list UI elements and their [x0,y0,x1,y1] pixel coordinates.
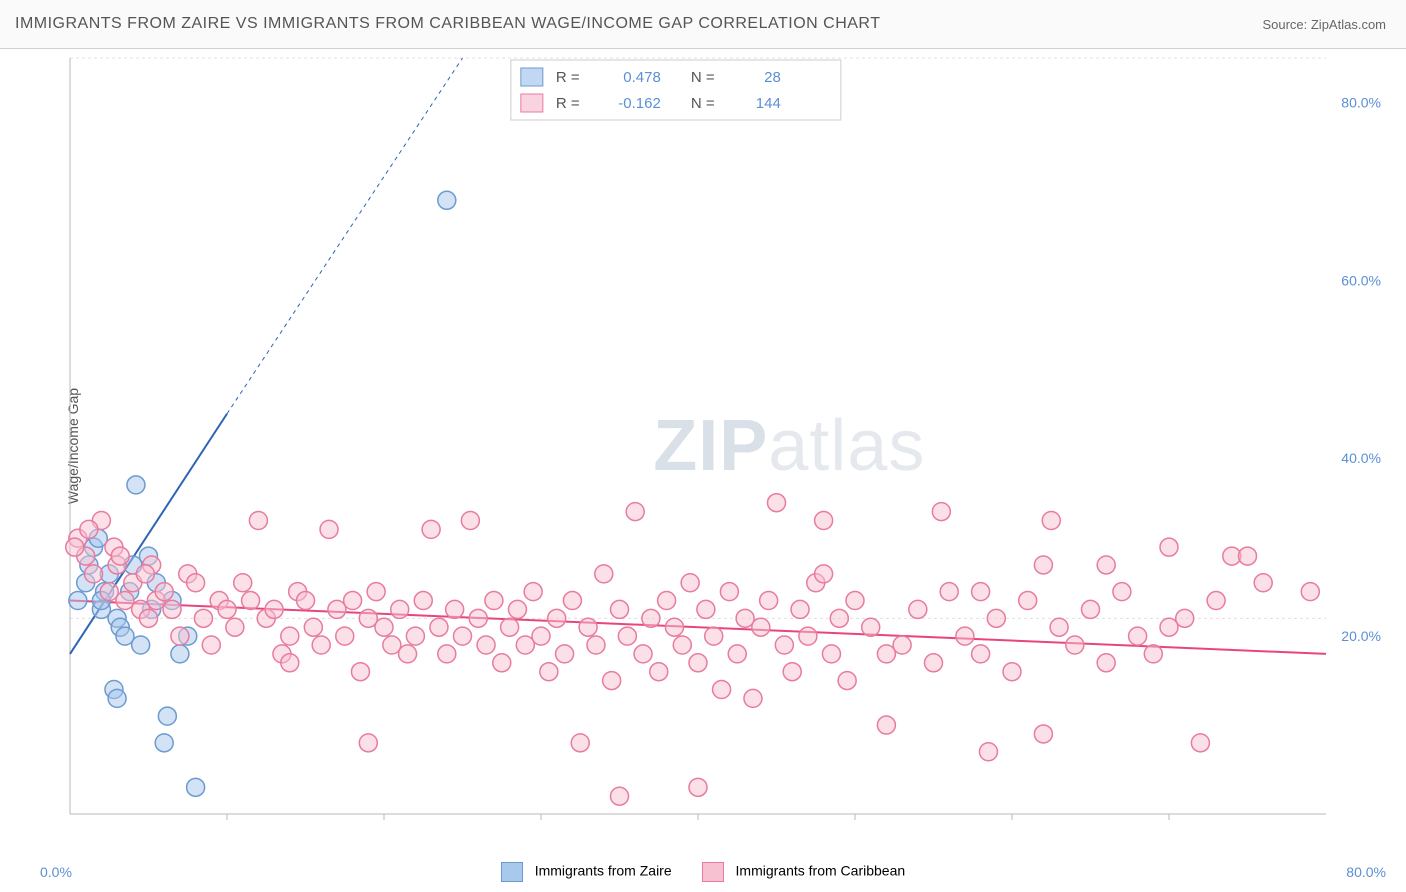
legend-item-zaire: Immigrants from Zaire [501,862,672,882]
svg-text:R =: R = [556,95,580,112]
chart-title: IMMIGRANTS FROM ZAIRE VS IMMIGRANTS FROM… [15,15,880,33]
svg-text:N =: N = [691,95,715,112]
swatch-caribbean [702,862,724,882]
swatch-zaire [501,862,523,882]
svg-text:40.0%: 40.0% [1341,450,1381,466]
svg-text:R =: R = [556,69,580,86]
legend-item-caribbean: Immigrants from Caribbean [702,862,906,882]
svg-text:-0.162: -0.162 [618,95,661,112]
svg-text:60.0%: 60.0% [1341,272,1381,288]
svg-text:0.478: 0.478 [623,69,661,86]
scatter-svg: 20.0% 40.0% 60.0% 80.0% R = 0.478 N = 28 R = -0.1… [60,48,1386,844]
svg-text:20.0%: 20.0% [1341,628,1381,644]
svg-text:N =: N = [691,69,715,86]
svg-text:80.0%: 80.0% [1341,94,1381,110]
chart-plot-area: 20.0% 40.0% 60.0% 80.0% R = 0.478 N = 28 R = -0.1… [60,48,1386,844]
chart-header: IMMIGRANTS FROM ZAIRE VS IMMIGRANTS FROM… [0,0,1406,49]
svg-text:144: 144 [756,95,781,112]
x-axis-max-label: 80.0% [1346,864,1386,880]
chart-source: Source: ZipAtlas.com [1262,17,1386,32]
bottom-legend: Immigrants from Zaire Immigrants from Ca… [0,862,1406,882]
svg-text:28: 28 [764,69,781,86]
x-axis-origin-label: 0.0% [40,864,72,880]
